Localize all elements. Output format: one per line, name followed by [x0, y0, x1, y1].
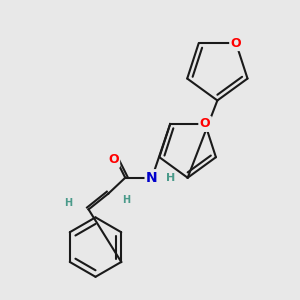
Text: N: N — [146, 171, 158, 185]
Text: H: H — [64, 199, 73, 208]
Text: O: O — [231, 37, 241, 50]
Text: O: O — [200, 118, 210, 130]
Text: H: H — [166, 173, 175, 183]
Text: H: H — [122, 194, 130, 205]
Text: O: O — [108, 153, 119, 167]
